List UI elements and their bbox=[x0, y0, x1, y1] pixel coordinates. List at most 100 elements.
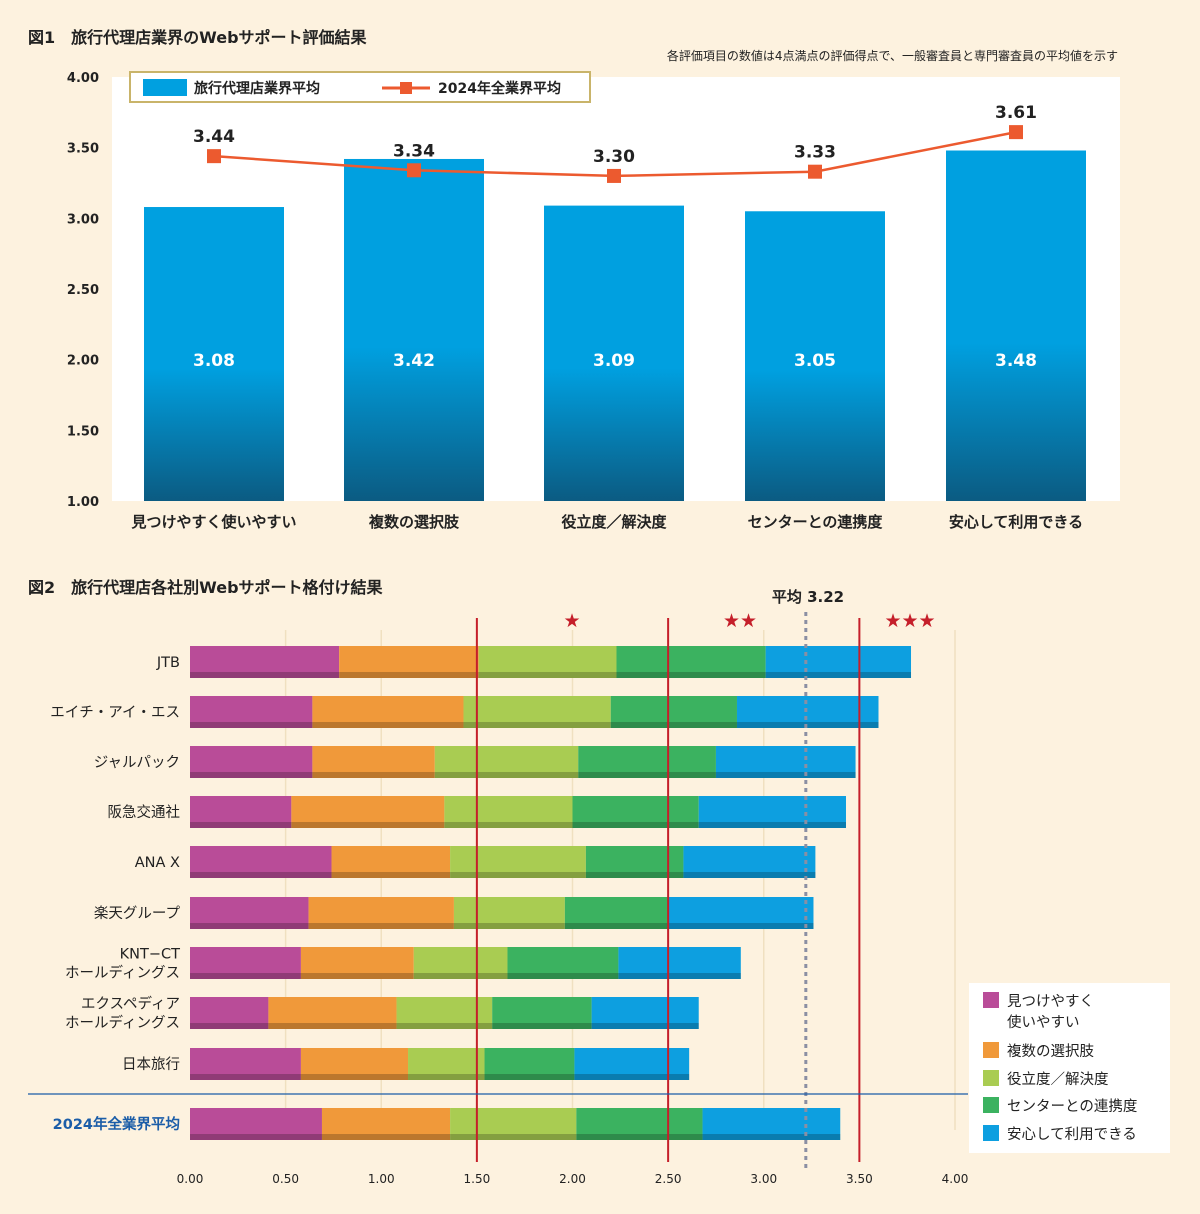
x-category-label: センターとの連携度 bbox=[748, 513, 884, 531]
bar-segment-shadow bbox=[616, 672, 766, 678]
figure2-title: 図2 旅行代理店各社別Webサポート格付け結果 bbox=[28, 578, 383, 597]
bar-segment bbox=[268, 997, 397, 1029]
bar-segment-shadow bbox=[564, 923, 669, 929]
bar-segment bbox=[507, 947, 619, 979]
figure1-chart: 図1 旅行代理店業界のWebサポート評価結果 各評価項目の数値は4点満点の評価得… bbox=[28, 28, 1120, 531]
legend-swatch bbox=[983, 1097, 999, 1113]
bar-segment-shadow bbox=[408, 1074, 485, 1080]
line-marker bbox=[607, 168, 621, 183]
bar-segment bbox=[190, 947, 301, 979]
bar-segment bbox=[765, 646, 912, 678]
line-marker bbox=[808, 164, 822, 179]
bar-value-label: 3.09 bbox=[593, 351, 635, 371]
line-marker bbox=[207, 149, 221, 164]
legend-swatch bbox=[983, 1042, 999, 1058]
bar-segment bbox=[618, 947, 741, 979]
line-value-label: 3.44 bbox=[193, 127, 235, 147]
y-category-label: ANA X bbox=[135, 855, 180, 871]
y-category-label: 2024年全業界平均 bbox=[53, 1115, 180, 1133]
y-category-label: エクスペディア bbox=[81, 995, 180, 1013]
x-tick-label: 2.50 bbox=[655, 1172, 682, 1186]
x-tick-label: 1.50 bbox=[464, 1172, 491, 1186]
bar-segment-shadow bbox=[610, 722, 737, 728]
bar-segment bbox=[339, 646, 479, 678]
figure1-note: 各評価項目の数値は4点満点の評価得点で、一般審査員と専門審査員の平均値を示す bbox=[667, 48, 1118, 63]
bar-segment bbox=[190, 997, 269, 1029]
bar-segment bbox=[715, 746, 856, 778]
bar-segment bbox=[190, 1048, 301, 1080]
bar-segment bbox=[312, 746, 435, 778]
bar-segment-shadow bbox=[190, 722, 313, 728]
average-label: 平均 3.22 bbox=[772, 588, 844, 606]
x-tick-label: 3.50 bbox=[846, 1172, 873, 1186]
bar-segment-shadow bbox=[618, 973, 741, 979]
line-marker bbox=[407, 163, 421, 178]
bar-segment bbox=[591, 997, 699, 1029]
bar bbox=[745, 211, 885, 501]
bar-segment bbox=[308, 897, 454, 929]
bar-segment-shadow bbox=[574, 1074, 690, 1080]
x-category-label: 見つけやすく使いやすい bbox=[130, 513, 296, 531]
bar-segment-shadow bbox=[765, 672, 912, 678]
line-value-label: 3.30 bbox=[593, 147, 635, 167]
legend-bar-label: 旅行代理店業界平均 bbox=[194, 80, 320, 97]
bar-segment bbox=[698, 796, 846, 828]
bar-segment bbox=[492, 997, 592, 1029]
bar-segment bbox=[564, 897, 669, 929]
legend-label: 使いやすい bbox=[1007, 1014, 1080, 1031]
bar-segment-shadow bbox=[434, 772, 579, 778]
x-tick-label: 3.00 bbox=[750, 1172, 777, 1186]
bar-segment-shadow bbox=[576, 1134, 703, 1140]
bar-segment-shadow bbox=[507, 973, 619, 979]
y-category-label: ジャルパック bbox=[94, 754, 180, 771]
bar-segment bbox=[408, 1048, 485, 1080]
bar-segment-shadow bbox=[190, 1134, 322, 1140]
legend-label: 役立度／解決度 bbox=[1007, 1071, 1109, 1088]
bar-value-label: 3.08 bbox=[193, 351, 235, 371]
bar-segment-shadow bbox=[190, 1074, 301, 1080]
figure2-chart: 図2 旅行代理店各社別Webサポート格付け結果 ★ ★★ ★★★ JTBエイチ・アイ… bbox=[28, 578, 1170, 1186]
bar-segment-shadow bbox=[190, 923, 309, 929]
bar-segment bbox=[444, 796, 573, 828]
legend-swatch bbox=[983, 992, 999, 1008]
legend-line-marker bbox=[400, 82, 412, 94]
bar-segment-shadow bbox=[463, 722, 611, 728]
bar-segment-shadow bbox=[190, 822, 292, 828]
bar-segment-shadow bbox=[190, 872, 332, 878]
bar-segment-shadow bbox=[312, 722, 464, 728]
bar-segment-shadow bbox=[300, 973, 414, 979]
rating-stars: ★ bbox=[563, 610, 580, 632]
legend-label: センターとの連携度 bbox=[1007, 1098, 1137, 1115]
bar-segment bbox=[572, 796, 699, 828]
bar-segment bbox=[291, 796, 445, 828]
bar-segment-shadow bbox=[484, 1074, 575, 1080]
legend-label: 安心して利用できる bbox=[1007, 1126, 1137, 1143]
bar-segment bbox=[453, 897, 565, 929]
bar-segment bbox=[616, 646, 766, 678]
bar-segment-shadow bbox=[478, 672, 617, 678]
bar-segment bbox=[190, 897, 309, 929]
bar-segment bbox=[312, 696, 464, 728]
y-category-label: 日本旅行 bbox=[122, 1056, 180, 1073]
y-category-label: ホールディングス bbox=[65, 1014, 180, 1032]
x-category-label: 安心して利用できる bbox=[949, 513, 1083, 531]
bar-segment-shadow bbox=[413, 973, 508, 979]
legend-line-label: 2024年全業界平均 bbox=[438, 80, 561, 97]
x-tick-label: 4.00 bbox=[942, 1172, 969, 1186]
bar-segment-shadow bbox=[300, 1074, 409, 1080]
bar-value-label: 3.05 bbox=[794, 351, 836, 371]
figure1-title: 図1 旅行代理店業界のWebサポート評価結果 bbox=[28, 28, 367, 47]
bar-segment bbox=[331, 846, 451, 878]
y-category-label: 阪急交通社 bbox=[108, 803, 181, 821]
bar-segment-shadow bbox=[715, 772, 856, 778]
bar-segment-shadow bbox=[453, 923, 565, 929]
y-tick-label: 1.50 bbox=[67, 424, 99, 439]
bar-segment-shadow bbox=[702, 1134, 841, 1140]
bar-segment bbox=[321, 1108, 451, 1140]
bar-segment-shadow bbox=[591, 1023, 699, 1029]
y-category-label: 楽天グループ bbox=[94, 905, 181, 922]
rating-stars: ★★★ bbox=[884, 610, 935, 632]
bar-segment bbox=[668, 897, 814, 929]
bar-segment-shadow bbox=[736, 722, 879, 728]
figure2-legend: 見つけやすく使いやすい複数の選択肢役立度／解決度センターとの連携度安心して利用で… bbox=[969, 983, 1170, 1153]
